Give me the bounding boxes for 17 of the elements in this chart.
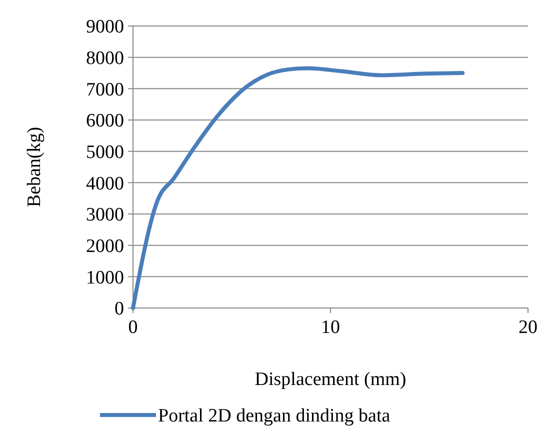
y-axis-title: Beban(kg): [24, 126, 45, 208]
x-tick-label: 10: [321, 317, 340, 338]
legend-label: Portal 2D dengan dinding bata: [158, 406, 391, 427]
y-tick-label: 7000: [86, 79, 124, 100]
y-tick-label: 3000: [86, 204, 124, 226]
y-tick-label: 0: [114, 298, 124, 320]
x-axis-title: Displacement (mm): [254, 369, 406, 390]
x-tick-label: 20: [518, 317, 538, 338]
y-tick-label: 4000: [86, 173, 124, 194]
y-tick-label: 9000: [86, 16, 124, 38]
y-tick-label: 5000: [86, 142, 124, 163]
line-series: [131, 66, 465, 310]
y-tick-label: 8000: [86, 48, 124, 69]
x-tick-label: 0: [128, 317, 138, 338]
y-tick-label: 1000: [86, 267, 124, 288]
y-tick-label: 6000: [86, 110, 124, 132]
y-tick-label: 2000: [86, 236, 124, 257]
